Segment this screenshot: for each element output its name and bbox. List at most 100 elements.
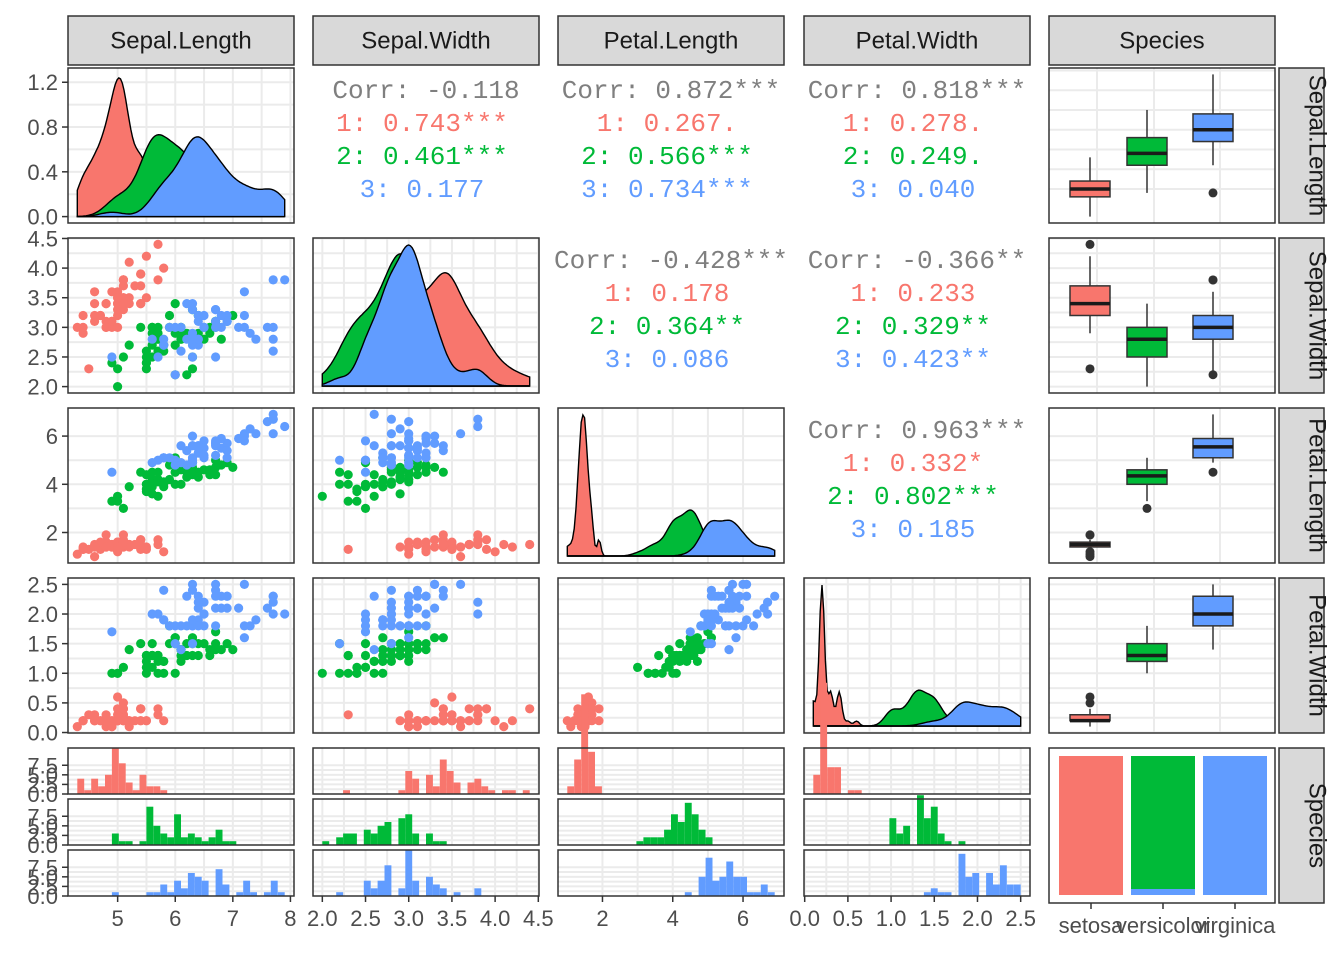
histogram-panel-virginica (558, 850, 784, 896)
row-strip-label: Sepal.Width (1304, 251, 1331, 380)
scatter-point-setosa (113, 692, 123, 702)
scatter-point-versicolor (211, 462, 221, 472)
scatter-point-virginica (147, 609, 157, 619)
histogram-bar-versicolor (432, 841, 440, 845)
scatter-point-virginica (378, 615, 388, 625)
histogram-bar-setosa (84, 790, 92, 794)
histogram-bar-virginica (201, 880, 209, 896)
histogram-bar-versicolor (153, 825, 161, 845)
histogram-bar-virginica (398, 888, 406, 896)
histogram-bar-setosa (111, 748, 119, 794)
scatter-point-setosa (141, 544, 151, 555)
column-strip-label: Petal.Width (856, 28, 979, 55)
species-bar-overlay-virginica (1131, 889, 1195, 895)
histogram-bar-versicolor (160, 833, 168, 845)
scatter-point-virginica (473, 421, 483, 432)
scatter-point-versicolor (421, 460, 431, 470)
scatter-point-versicolor (404, 656, 414, 667)
histogram-bar-virginica (474, 888, 482, 896)
histogram-bar-virginica (740, 876, 747, 896)
boxplot-panel-border (1048, 407, 1276, 564)
scatter-point-virginica (731, 633, 741, 643)
histogram-bar-setosa (581, 694, 589, 794)
x-tick-label: 2 (596, 906, 608, 931)
scatter-point-versicolor (335, 479, 345, 489)
histogram-bar-setosa (139, 774, 147, 794)
scatter-point-versicolor (124, 645, 134, 655)
y-tick-label: 0.5 (27, 691, 58, 716)
scatter-point-virginica (456, 429, 466, 439)
scatter-point-versicolor (678, 650, 688, 661)
scatter-point-versicolor (643, 668, 653, 678)
histogram-bar-virginica (1006, 884, 1014, 896)
scatter-point-virginica (720, 621, 731, 631)
histogram-bar-virginica (972, 873, 980, 896)
scatter-point-virginica (386, 429, 396, 439)
scatter-panel-border (67, 407, 295, 564)
scatter-point-virginica (742, 615, 752, 625)
histogram-bar-virginica (250, 892, 257, 896)
scatter-point-virginica (280, 609, 290, 619)
histogram-bar-virginica (439, 888, 447, 896)
scatter-point-virginica (386, 460, 396, 470)
scatter-point-versicolor (395, 650, 405, 661)
scatter-point-versicolor (430, 462, 440, 472)
scatter-point-virginica (187, 639, 198, 649)
scatter-point-virginica (187, 455, 198, 465)
scatter-point-virginica (369, 591, 379, 601)
scatter-point-virginica (268, 275, 278, 285)
correlation-group-virginica: 3: 0.177 (360, 175, 485, 205)
y-tick-label: 2.0 (27, 602, 58, 627)
scatter-point-virginica (421, 433, 431, 444)
boxplot-panel-petal-width (1049, 578, 1275, 734)
scatter-point-versicolor (654, 650, 664, 661)
histogram-bar-versicolor (923, 818, 931, 845)
scatter-point-versicolor (378, 474, 388, 485)
histogram-bar-versicolor (664, 829, 671, 845)
scatter-point-virginica (211, 450, 221, 460)
histogram-bar-versicolor (412, 833, 420, 845)
y-tick-label: 5.0 (27, 865, 58, 890)
histogram-bar-setosa (412, 778, 420, 794)
scatter-point-setosa (90, 542, 100, 552)
density-curve-virginica (76, 136, 286, 218)
boxplot-outlier-setosa (1085, 364, 1095, 374)
histogram-bar-virginica (767, 892, 775, 896)
histogram-bar-setosa (405, 771, 413, 794)
scatter-point-virginica (107, 352, 117, 362)
scatter-point-setosa (404, 542, 414, 552)
scatter-point-virginica (770, 591, 780, 601)
scatter-point-versicolor (164, 310, 175, 321)
scatter-point-virginica (187, 352, 198, 362)
histogram-bar-versicolor (684, 802, 692, 845)
y-tick-label: 5.0 (27, 763, 58, 788)
scatter-point-versicolor (317, 668, 327, 678)
histogram-bar-setosa (481, 786, 489, 794)
boxplot-panel-border (1048, 237, 1276, 394)
scatter-point-setosa (101, 530, 111, 540)
scatter-point-virginica (182, 299, 192, 309)
scatter-point-versicolor (395, 639, 405, 649)
scatter-point-virginica (369, 441, 379, 451)
scatter-point-setosa (430, 716, 440, 726)
histogram-bar-versicolor (691, 814, 699, 845)
scatter-point-virginica (251, 429, 261, 439)
histogram-bar-setosa (574, 759, 582, 794)
scatter-point-versicolor (136, 322, 146, 332)
scatter-point-virginica (412, 591, 422, 601)
histogram-bar-versicolor (643, 837, 651, 845)
y-tick-label: 0.0 (27, 721, 58, 746)
histogram-bar-versicolor (930, 806, 938, 845)
scatter-point-setosa (107, 316, 117, 326)
column-strip-sepal-width (312, 15, 540, 66)
correlation-panel: Corr: 0.872***1: 0.267.2: 0.566***3: 0.7… (562, 76, 780, 205)
x-tick-label: 6 (737, 906, 749, 931)
histogram-panel-versicolor (558, 799, 784, 845)
y-tick-label: 7.5 (27, 804, 58, 829)
scatter-point-versicolor (360, 479, 371, 489)
scatter-point-virginica (170, 639, 180, 649)
scatter-point-setosa (507, 716, 517, 726)
scatter-point-virginica (222, 316, 232, 326)
scatter-point-setosa (464, 704, 474, 714)
scatter-point-virginica (421, 448, 431, 458)
